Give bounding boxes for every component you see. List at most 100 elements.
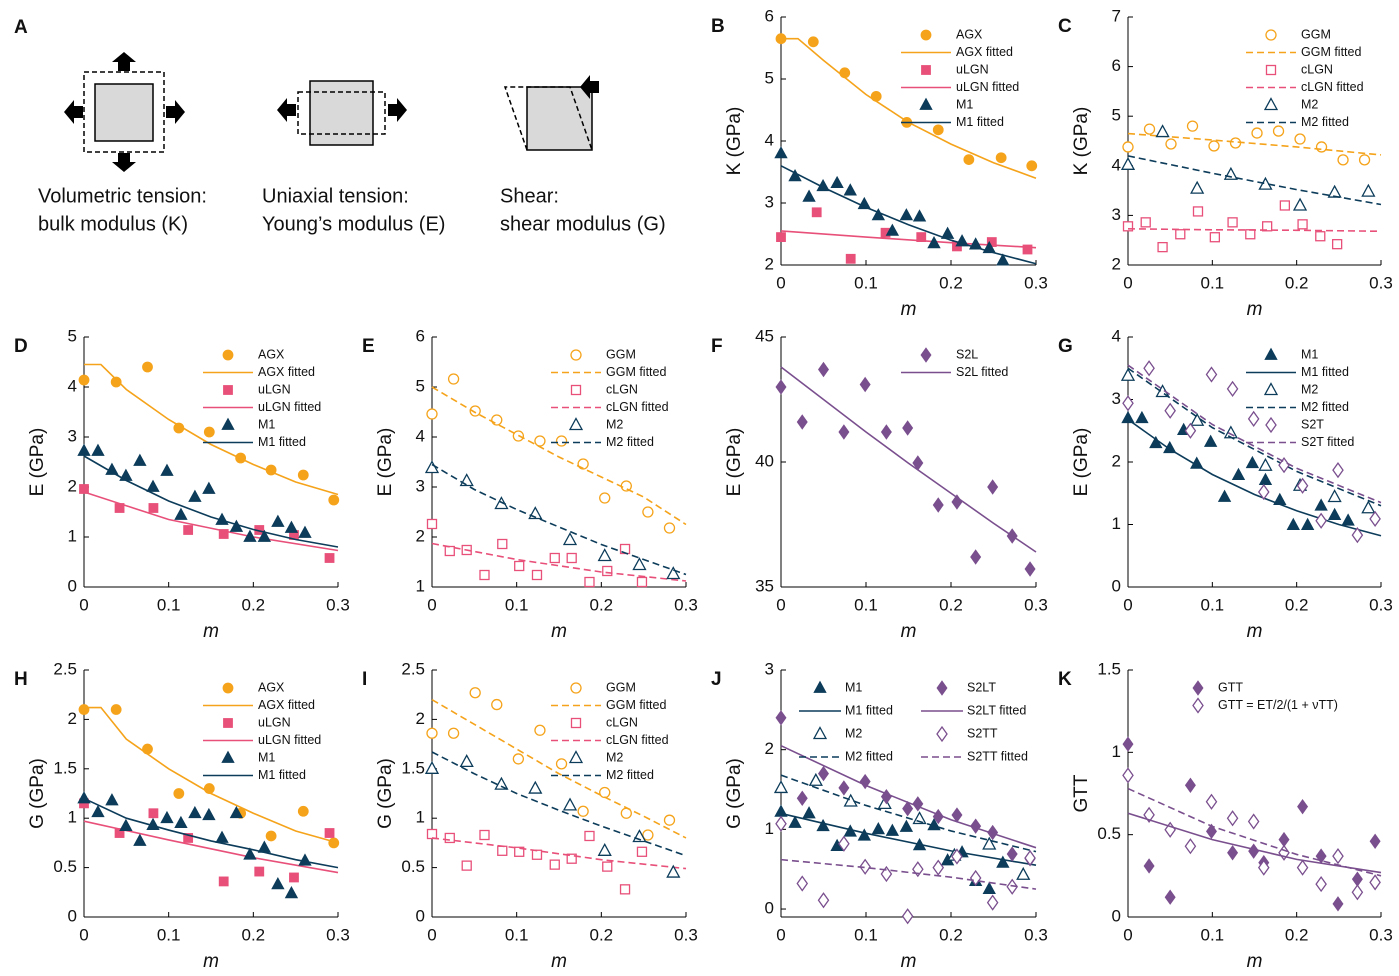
marker xyxy=(1351,871,1363,887)
marker xyxy=(469,687,481,699)
legend-label: GTT xyxy=(1218,680,1243,694)
marker xyxy=(885,823,900,836)
legend-label: M2 fitted xyxy=(1301,115,1349,129)
marker xyxy=(1157,241,1168,253)
marker xyxy=(986,894,999,911)
marker xyxy=(996,855,1010,868)
legend-label: M2 fitted xyxy=(606,435,654,449)
y-tick-label: 5 xyxy=(765,68,774,87)
y-tick-label: 2 xyxy=(765,739,774,758)
marker xyxy=(1341,513,1355,526)
legend-marker xyxy=(570,384,582,396)
marker xyxy=(1164,889,1176,905)
marker xyxy=(816,818,830,832)
y-axis-label: G (GPa) xyxy=(375,758,396,829)
marker xyxy=(424,760,440,774)
legend-marker xyxy=(1265,29,1277,41)
x-tick-label: 0.3 xyxy=(1369,273,1393,292)
marker xyxy=(562,532,578,546)
marker xyxy=(1203,434,1218,447)
legend-marker xyxy=(1265,416,1277,434)
x-tick-label: 0.2 xyxy=(939,595,963,614)
x-tick-label: 0.2 xyxy=(242,595,266,614)
y-tick-label: 2 xyxy=(1112,451,1121,470)
fit-line xyxy=(83,455,339,548)
marker xyxy=(497,845,508,856)
marker xyxy=(459,754,474,768)
marker xyxy=(243,847,257,860)
marker xyxy=(1361,183,1376,197)
legend-label: cLGN xyxy=(606,382,638,396)
marker xyxy=(119,818,133,832)
x-tick-label: 0.2 xyxy=(939,925,963,944)
marker xyxy=(229,805,244,819)
marker xyxy=(1120,156,1136,170)
marker xyxy=(1300,517,1315,531)
legend-label: GGM xyxy=(606,347,636,361)
legend-label: cLGN xyxy=(606,715,638,729)
marker xyxy=(912,209,927,222)
marker xyxy=(599,786,611,799)
legend-marker xyxy=(919,97,933,110)
y-tick-label: 1 xyxy=(416,576,425,595)
legend-label: S2LT fitted xyxy=(967,703,1026,717)
marker xyxy=(1332,896,1344,912)
y-tick-label: 3 xyxy=(416,476,425,495)
marker xyxy=(1164,402,1176,419)
x-axis-label: m xyxy=(1247,951,1263,971)
marker xyxy=(1209,232,1221,243)
legend-marker xyxy=(1263,97,1279,111)
legend-label: cLGN fitted xyxy=(606,733,669,747)
panel-label: G xyxy=(1058,336,1073,357)
y-tick-label: 35 xyxy=(755,576,774,595)
marker xyxy=(105,462,119,475)
x-axis-label: m xyxy=(901,299,917,320)
marker xyxy=(951,848,963,865)
legend-label: uLGN xyxy=(956,62,989,76)
marker xyxy=(1121,410,1135,424)
panel-label: C xyxy=(1058,16,1072,37)
marker xyxy=(987,479,999,495)
legend-marker xyxy=(223,385,233,395)
legend-marker xyxy=(570,349,582,361)
y-axis-label: GTT xyxy=(1071,774,1092,812)
marker xyxy=(776,232,786,243)
marker xyxy=(1332,462,1344,479)
marker xyxy=(324,828,335,838)
marker xyxy=(636,576,648,588)
marker xyxy=(902,800,914,817)
y-tick-label: 2 xyxy=(416,526,425,545)
marker xyxy=(1226,810,1239,827)
marker xyxy=(494,776,509,790)
legend-label: M1 xyxy=(1301,347,1318,361)
marker xyxy=(254,866,265,877)
deformed-outline xyxy=(503,86,593,151)
legend-label: uLGN xyxy=(258,382,291,396)
marker xyxy=(775,710,787,726)
marker xyxy=(78,704,90,715)
marker xyxy=(1143,360,1155,377)
marker xyxy=(119,468,133,481)
marker xyxy=(1358,154,1371,166)
marker xyxy=(899,208,914,221)
marker xyxy=(857,828,871,841)
marker xyxy=(1314,498,1328,511)
marker xyxy=(426,408,438,420)
x-tick-label: 0.1 xyxy=(1201,595,1225,614)
plot: K 0 0.5 1 1.5 0 0.1 0.2 0.3 m GTT GTT GTT = ET/2/(1 … xyxy=(1058,659,1393,972)
x-axis-label: m xyxy=(551,621,567,642)
marker xyxy=(1024,849,1036,867)
y-tick-label: 0.5 xyxy=(53,857,77,876)
legend-label: S2TT xyxy=(967,726,998,740)
marker xyxy=(1332,847,1344,865)
x-tick-label: 0 xyxy=(427,925,436,944)
marker xyxy=(531,569,543,581)
marker xyxy=(512,753,525,765)
y-axis-label: E (GPa) xyxy=(724,428,745,497)
marker xyxy=(110,376,122,388)
marker xyxy=(838,780,850,796)
marker xyxy=(1292,197,1308,211)
marker xyxy=(1192,206,1204,217)
marker xyxy=(1369,833,1381,849)
diagram-uniaxial xyxy=(277,80,407,146)
